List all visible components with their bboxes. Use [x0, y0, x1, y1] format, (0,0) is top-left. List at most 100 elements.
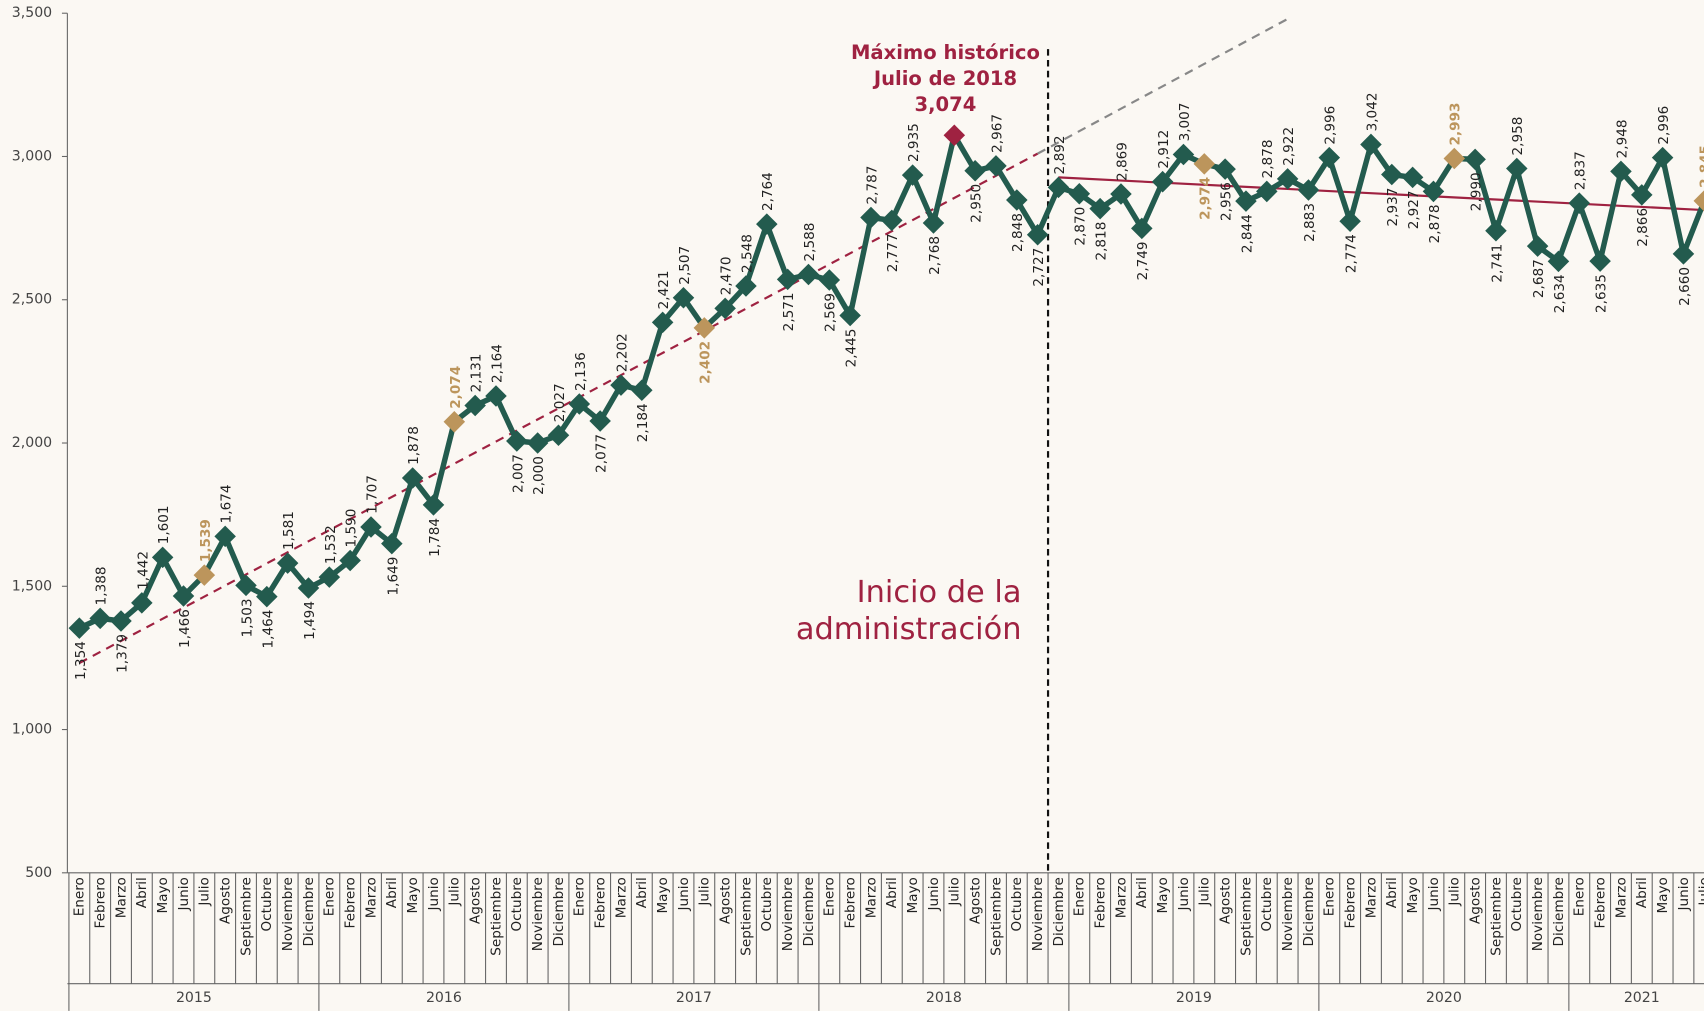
value-label: 2,131 [469, 354, 485, 393]
value-label: 2,958 [1510, 117, 1526, 156]
data-point [485, 385, 507, 407]
value-label: 2,878 [1427, 204, 1443, 243]
data-point [276, 552, 299, 574]
data-point [776, 268, 799, 291]
x-tick-label: Julio [947, 877, 963, 906]
value-label: 1,707 [364, 475, 380, 514]
x-tick-label: Abril [884, 877, 900, 908]
x-tick-label: Abril [634, 877, 650, 908]
value-label: 2,937 [1385, 188, 1401, 227]
value-label: 1,466 [177, 609, 193, 648]
value-label: 1,442 [135, 551, 151, 590]
x-tick-label: Septiembre [738, 877, 754, 956]
x-tick-label: Abril [384, 877, 400, 908]
data-point [568, 393, 591, 415]
data-point [464, 394, 486, 417]
x-tick-label: Junio [676, 877, 692, 911]
x-tick-label: Noviembre [1530, 877, 1546, 951]
x-tick-label: Agosto [1217, 877, 1233, 924]
data-point [735, 275, 757, 297]
year-label: 2021 [1624, 990, 1660, 1006]
x-tick-label: Diciembre [1051, 877, 1067, 946]
data-point [1318, 146, 1341, 169]
value-label: 1,379 [114, 634, 130, 673]
data-point [381, 532, 403, 555]
value-label: 1,601 [156, 505, 172, 544]
max-annotation: Máximo histórico [851, 41, 1040, 64]
x-tick-label: Agosto [467, 877, 483, 924]
data-point [401, 467, 424, 489]
x-tick-label: Diciembre [301, 877, 317, 946]
value-label: 2,922 [1281, 127, 1297, 166]
x-tick-label: Abril [134, 877, 150, 908]
data-point [672, 286, 695, 309]
data-point [547, 424, 570, 447]
x-tick-label: Septiembre [1238, 877, 1254, 956]
x-tick-label: Diciembre [1301, 877, 1317, 946]
data-point [1151, 170, 1174, 193]
value-label: 1,581 [281, 511, 297, 550]
x-tick-label: Marzo [863, 877, 879, 918]
value-label: 1,878 [406, 426, 422, 465]
x-tick-label: Diciembre [801, 877, 817, 946]
value-label: 2,848 [1010, 213, 1026, 252]
data-point [360, 516, 382, 538]
y-tick-label: 500 [25, 865, 52, 881]
data-point [131, 592, 153, 614]
value-label: 2,878 [1260, 140, 1276, 179]
value-label: 2,764 [760, 172, 776, 211]
x-tick-label: Julio [1197, 877, 1213, 906]
data-point [922, 212, 945, 234]
value-label: 2,402 [698, 341, 714, 384]
x-tick-label: Mayo [155, 877, 171, 913]
value-label: 3,007 [1177, 103, 1193, 142]
year-label: 2015 [176, 990, 212, 1006]
x-tick-label: Enero [1072, 877, 1088, 916]
x-tick-label: Mayo [1405, 877, 1421, 913]
x-tick-label: Agosto [717, 877, 733, 924]
value-label: 2,912 [1156, 130, 1172, 169]
data-point [297, 577, 320, 599]
x-tick-label: Julio [447, 877, 463, 906]
value-label: 2,935 [906, 123, 922, 162]
x-tick-label: Julio [697, 877, 713, 906]
y-tick-label: 1,000 [12, 722, 52, 738]
year-label: 2017 [676, 990, 712, 1006]
value-label: 2,837 [1573, 151, 1589, 190]
value-label: 2,967 [989, 114, 1005, 153]
x-tick-label: Marzo [1613, 877, 1629, 918]
data-point [631, 379, 653, 402]
value-label: 2,996 [1323, 106, 1339, 145]
value-label: 2,869 [1114, 142, 1130, 181]
y-tick-label: 2,000 [12, 435, 52, 451]
x-tick-label: Julio [1447, 877, 1463, 906]
x-tick-label: Agosto [967, 877, 983, 924]
x-tick-label: Octubre [1259, 877, 1275, 931]
value-label: 2,074 [448, 366, 464, 409]
data-point [1360, 133, 1382, 156]
x-tick-label: Diciembre [1551, 877, 1567, 946]
value-label: 2,027 [552, 383, 568, 422]
x-tick-label: Mayo [655, 877, 671, 913]
value-label: 2,844 [1239, 214, 1255, 253]
x-tick-label: Febrero [842, 877, 858, 928]
y-tick-label: 3,000 [12, 148, 52, 164]
x-tick-label: Febrero [1092, 877, 1108, 928]
value-label: 2,136 [573, 352, 589, 391]
data-point [818, 269, 841, 291]
value-label: 2,548 [739, 234, 755, 273]
value-label: 2,927 [1406, 190, 1422, 229]
y-tick-label: 2,500 [12, 292, 52, 308]
year-label: 2019 [1176, 990, 1212, 1006]
x-tick-label: Noviembre [780, 877, 796, 951]
x-tick-label: Febrero [1342, 877, 1358, 928]
value-label: 2,507 [677, 246, 693, 285]
inicio-label: administración [796, 612, 1022, 647]
x-tick-label: Febrero [93, 877, 109, 928]
data-point [1339, 210, 1361, 232]
value-label: 1,464 [260, 610, 276, 649]
trend-line [1037, 17, 1289, 155]
x-tick-label: Marzo [613, 877, 629, 918]
x-tick-label: Enero [72, 877, 88, 916]
